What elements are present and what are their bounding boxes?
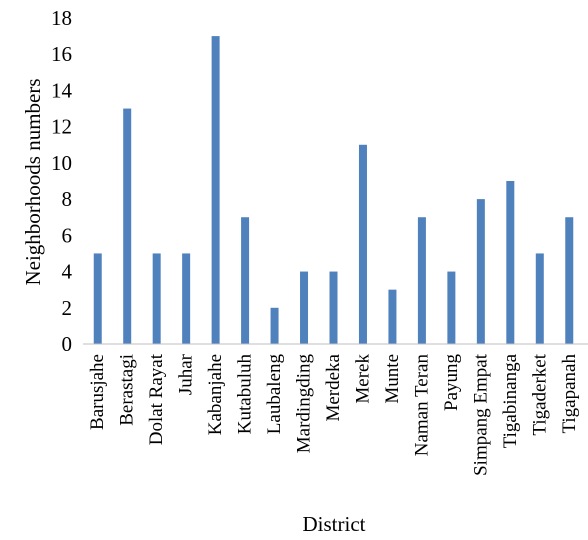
x-tick-label: Kabanjahe (205, 354, 226, 435)
y-tick-label: 14 (51, 78, 73, 102)
x-tick-label: Merek (352, 354, 373, 404)
bar (211, 36, 220, 344)
x-tick-label: Tigaderket (529, 353, 550, 435)
y-tick-label: 10 (51, 151, 72, 175)
y-tick-label: 4 (62, 260, 73, 284)
y-tick-label: 18 (51, 6, 72, 30)
bar (93, 253, 102, 344)
x-tick-label: Juhar (176, 353, 197, 395)
bar (417, 217, 426, 344)
y-tick-label: 12 (51, 115, 72, 139)
x-axis-title: District (303, 512, 366, 536)
y-tick-label: 0 (62, 332, 73, 356)
bar (358, 144, 367, 344)
bar (476, 199, 485, 344)
bar (565, 217, 574, 344)
x-tick-label: Berastagi (117, 354, 138, 426)
bar (241, 217, 250, 344)
bar (300, 271, 309, 344)
x-tick-label: Tigapanah (559, 354, 580, 434)
bar (270, 307, 279, 344)
bar (152, 253, 161, 344)
bar (447, 271, 456, 344)
x-tick-label: Munte (382, 354, 403, 404)
bar (123, 108, 132, 344)
y-tick-label: 16 (51, 42, 72, 66)
x-tick-label: Kutabuluh (235, 354, 256, 435)
x-tick-label: Barusjahe (87, 354, 108, 430)
x-tick-label: Mardingding (294, 354, 315, 454)
x-tick-label: Payung (441, 354, 462, 412)
y-tick-label: 8 (62, 187, 73, 211)
x-tick-label: Tigabinanga (500, 353, 521, 448)
bar (535, 253, 544, 344)
bar (388, 289, 397, 344)
x-tick-label: Naman Teran (411, 354, 432, 457)
y-tick-label: 6 (62, 223, 73, 247)
bar (182, 253, 191, 344)
x-tick-label: Simpang Empat (470, 353, 491, 476)
y-tick-label: 2 (62, 296, 73, 320)
bar (506, 181, 515, 344)
x-tick-label: Laubaleng (264, 354, 285, 435)
x-tick-label: Dolat Rayat (146, 353, 167, 445)
x-tick-label: Merdeka (323, 353, 344, 421)
y-axis-title: Neighborhoods numbers (21, 78, 45, 285)
bar (329, 271, 338, 344)
